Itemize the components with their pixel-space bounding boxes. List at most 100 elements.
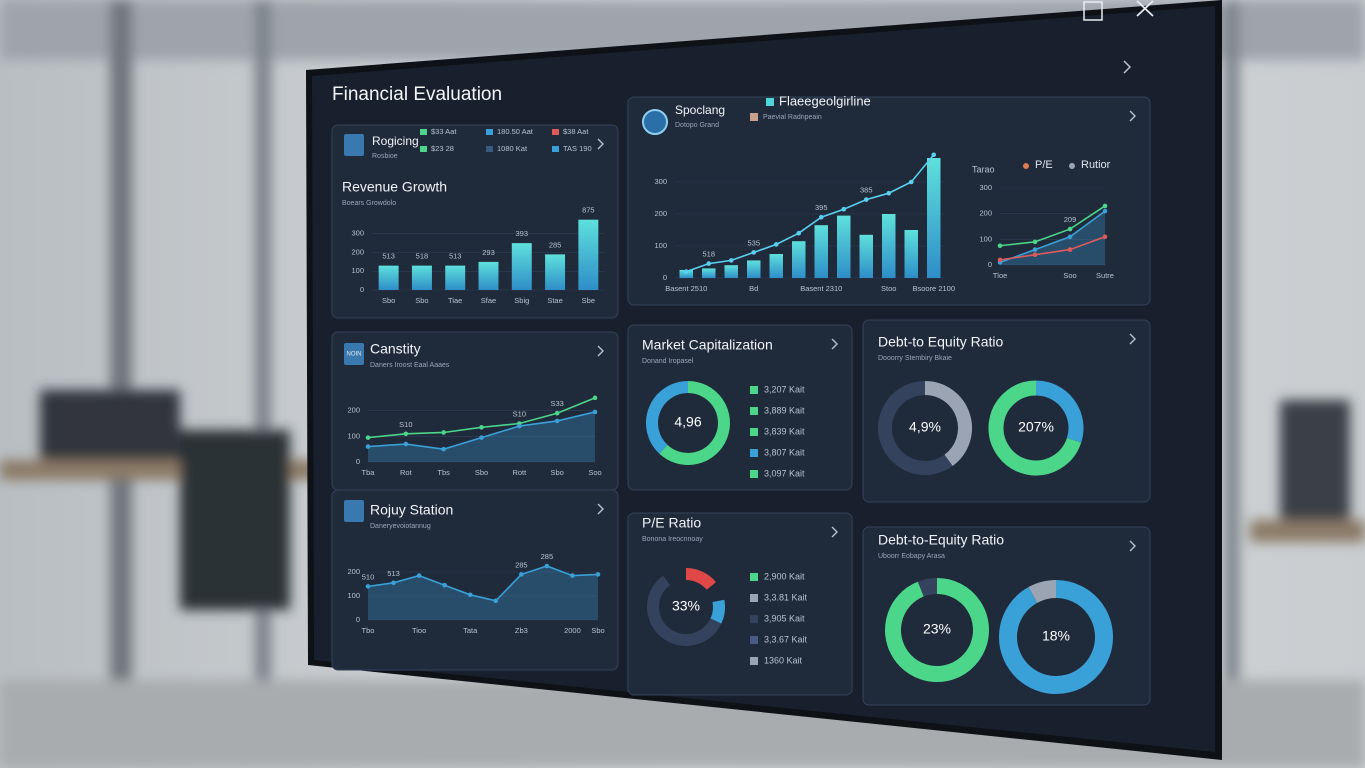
panel-subtitle: Daneryevoiotannug bbox=[370, 523, 431, 530]
note: 209 bbox=[1064, 215, 1077, 224]
chevron[interactable] bbox=[831, 338, 838, 350]
chevron[interactable] bbox=[1129, 540, 1136, 552]
chevron[interactable] bbox=[1129, 110, 1136, 122]
note: 513 bbox=[387, 569, 400, 578]
point bbox=[728, 258, 734, 263]
chevron[interactable] bbox=[1123, 60, 1132, 74]
y-tick-label: 0 bbox=[360, 285, 364, 294]
bar bbox=[545, 254, 566, 290]
chevron[interactable] bbox=[597, 345, 604, 357]
chevron[interactable] bbox=[1129, 333, 1136, 345]
x-tick-label: Zb3 bbox=[515, 626, 528, 635]
legend-swatch bbox=[750, 407, 758, 415]
bar bbox=[702, 268, 716, 278]
point bbox=[592, 395, 598, 401]
maximize-button[interactable] bbox=[1083, 1, 1103, 21]
donut-segment bbox=[706, 582, 725, 603]
page-title: Financial Evaluation bbox=[332, 84, 502, 105]
note: S10 bbox=[399, 420, 412, 429]
x-tick-label: Tloe bbox=[993, 271, 1008, 280]
point bbox=[1102, 203, 1108, 209]
x-tick-label: Stoo bbox=[881, 284, 896, 293]
x-tick-label: Rot bbox=[400, 468, 413, 477]
x-tick-label: Sfae bbox=[481, 296, 496, 305]
y-tick-label: 200 bbox=[347, 567, 360, 576]
donut-segment bbox=[878, 381, 953, 475]
legend-label: 3,097 Kait bbox=[764, 468, 805, 478]
note: 285 bbox=[549, 240, 562, 249]
donut-center-label: 33% bbox=[672, 598, 700, 614]
panel-title: Canstity bbox=[370, 341, 421, 357]
series-line bbox=[999, 210, 1106, 264]
x-tick-label: Tba bbox=[362, 468, 376, 477]
chevron[interactable] bbox=[597, 138, 604, 150]
note: 393 bbox=[516, 229, 529, 238]
point bbox=[1032, 252, 1038, 258]
donut-segment bbox=[1035, 380, 1084, 443]
note: 518 bbox=[702, 250, 715, 259]
panel-subtitle: Bonona Ireocnnoay bbox=[642, 536, 703, 543]
x-tick-label: Basent 2310 bbox=[800, 284, 842, 293]
series-line bbox=[685, 154, 935, 273]
note: 875 bbox=[582, 206, 595, 215]
bar bbox=[411, 265, 432, 290]
point bbox=[863, 197, 869, 202]
x-tick-label: Sbo bbox=[550, 468, 563, 477]
point bbox=[1032, 239, 1038, 245]
note: 513 bbox=[449, 252, 462, 261]
panel-title: Debt-to Equity Ratio bbox=[878, 334, 1003, 350]
donut-center-label: 4,9% bbox=[909, 419, 941, 435]
panel-title: Debt-to-Equity Ratio bbox=[878, 532, 1004, 548]
donut-segment bbox=[647, 575, 722, 646]
y-tick-label: 200 bbox=[351, 247, 364, 256]
panel-icon-label: NOIN bbox=[347, 352, 362, 358]
legend-label: $33 Aat bbox=[431, 127, 457, 136]
legend-swatch bbox=[750, 470, 758, 478]
legend-swatch bbox=[750, 386, 758, 394]
legend-swatch bbox=[1069, 163, 1075, 169]
panel-subtitle: Daners Iroost Eaal Aaaes bbox=[370, 362, 450, 369]
x-tick-label: Sbe bbox=[582, 296, 595, 305]
x-tick-label: Tiae bbox=[448, 296, 462, 305]
note: 513 bbox=[382, 252, 395, 261]
panel-title: P/E Ratio bbox=[642, 515, 701, 531]
x-tick-label: Sbo bbox=[591, 626, 604, 635]
donut-center-label: 18% bbox=[1042, 628, 1070, 644]
panel-subtitle: Dooorry Stembiry Bkaie bbox=[878, 355, 952, 362]
bar bbox=[837, 215, 851, 278]
legend-swatch bbox=[552, 129, 559, 135]
point bbox=[479, 435, 484, 440]
legend-swatch bbox=[750, 594, 758, 602]
x-tick-label: Soo bbox=[1063, 271, 1076, 280]
panel-title: Rojuy Station bbox=[370, 502, 453, 518]
point bbox=[683, 269, 689, 274]
bar bbox=[927, 158, 941, 278]
donut-center-label: 207% bbox=[1018, 419, 1054, 435]
bar bbox=[445, 265, 466, 290]
legend-label: 3,3.67 Kait bbox=[764, 634, 808, 644]
point bbox=[796, 230, 802, 236]
point bbox=[519, 572, 524, 577]
panel-subtitle: Boears Growdolo bbox=[342, 200, 396, 207]
note: 535 bbox=[747, 238, 760, 247]
x-tick-label: Rott bbox=[512, 468, 527, 477]
legend-label: Paevial Radnpeain bbox=[763, 114, 822, 121]
legend-label: 3,839 Kait bbox=[764, 426, 805, 436]
x-tick-label: Soo bbox=[588, 468, 601, 477]
legend-label: 3,905 Kait bbox=[764, 613, 805, 623]
chevron[interactable] bbox=[831, 526, 838, 538]
close-button[interactable] bbox=[1136, 0, 1154, 17]
y-tick-label: 200 bbox=[979, 209, 992, 218]
legend-swatch bbox=[1023, 163, 1029, 169]
legend-label: 1080 Kat bbox=[497, 144, 528, 153]
x-tick-label: Bsoore 2100 bbox=[912, 284, 955, 293]
point bbox=[365, 584, 371, 589]
note: 385 bbox=[860, 186, 873, 195]
bar bbox=[724, 265, 738, 278]
legend-swatch bbox=[750, 449, 758, 457]
donut-segment bbox=[1028, 580, 1057, 604]
chevron[interactable] bbox=[597, 503, 604, 515]
series-line bbox=[999, 205, 1106, 247]
donut-segment bbox=[924, 381, 972, 467]
